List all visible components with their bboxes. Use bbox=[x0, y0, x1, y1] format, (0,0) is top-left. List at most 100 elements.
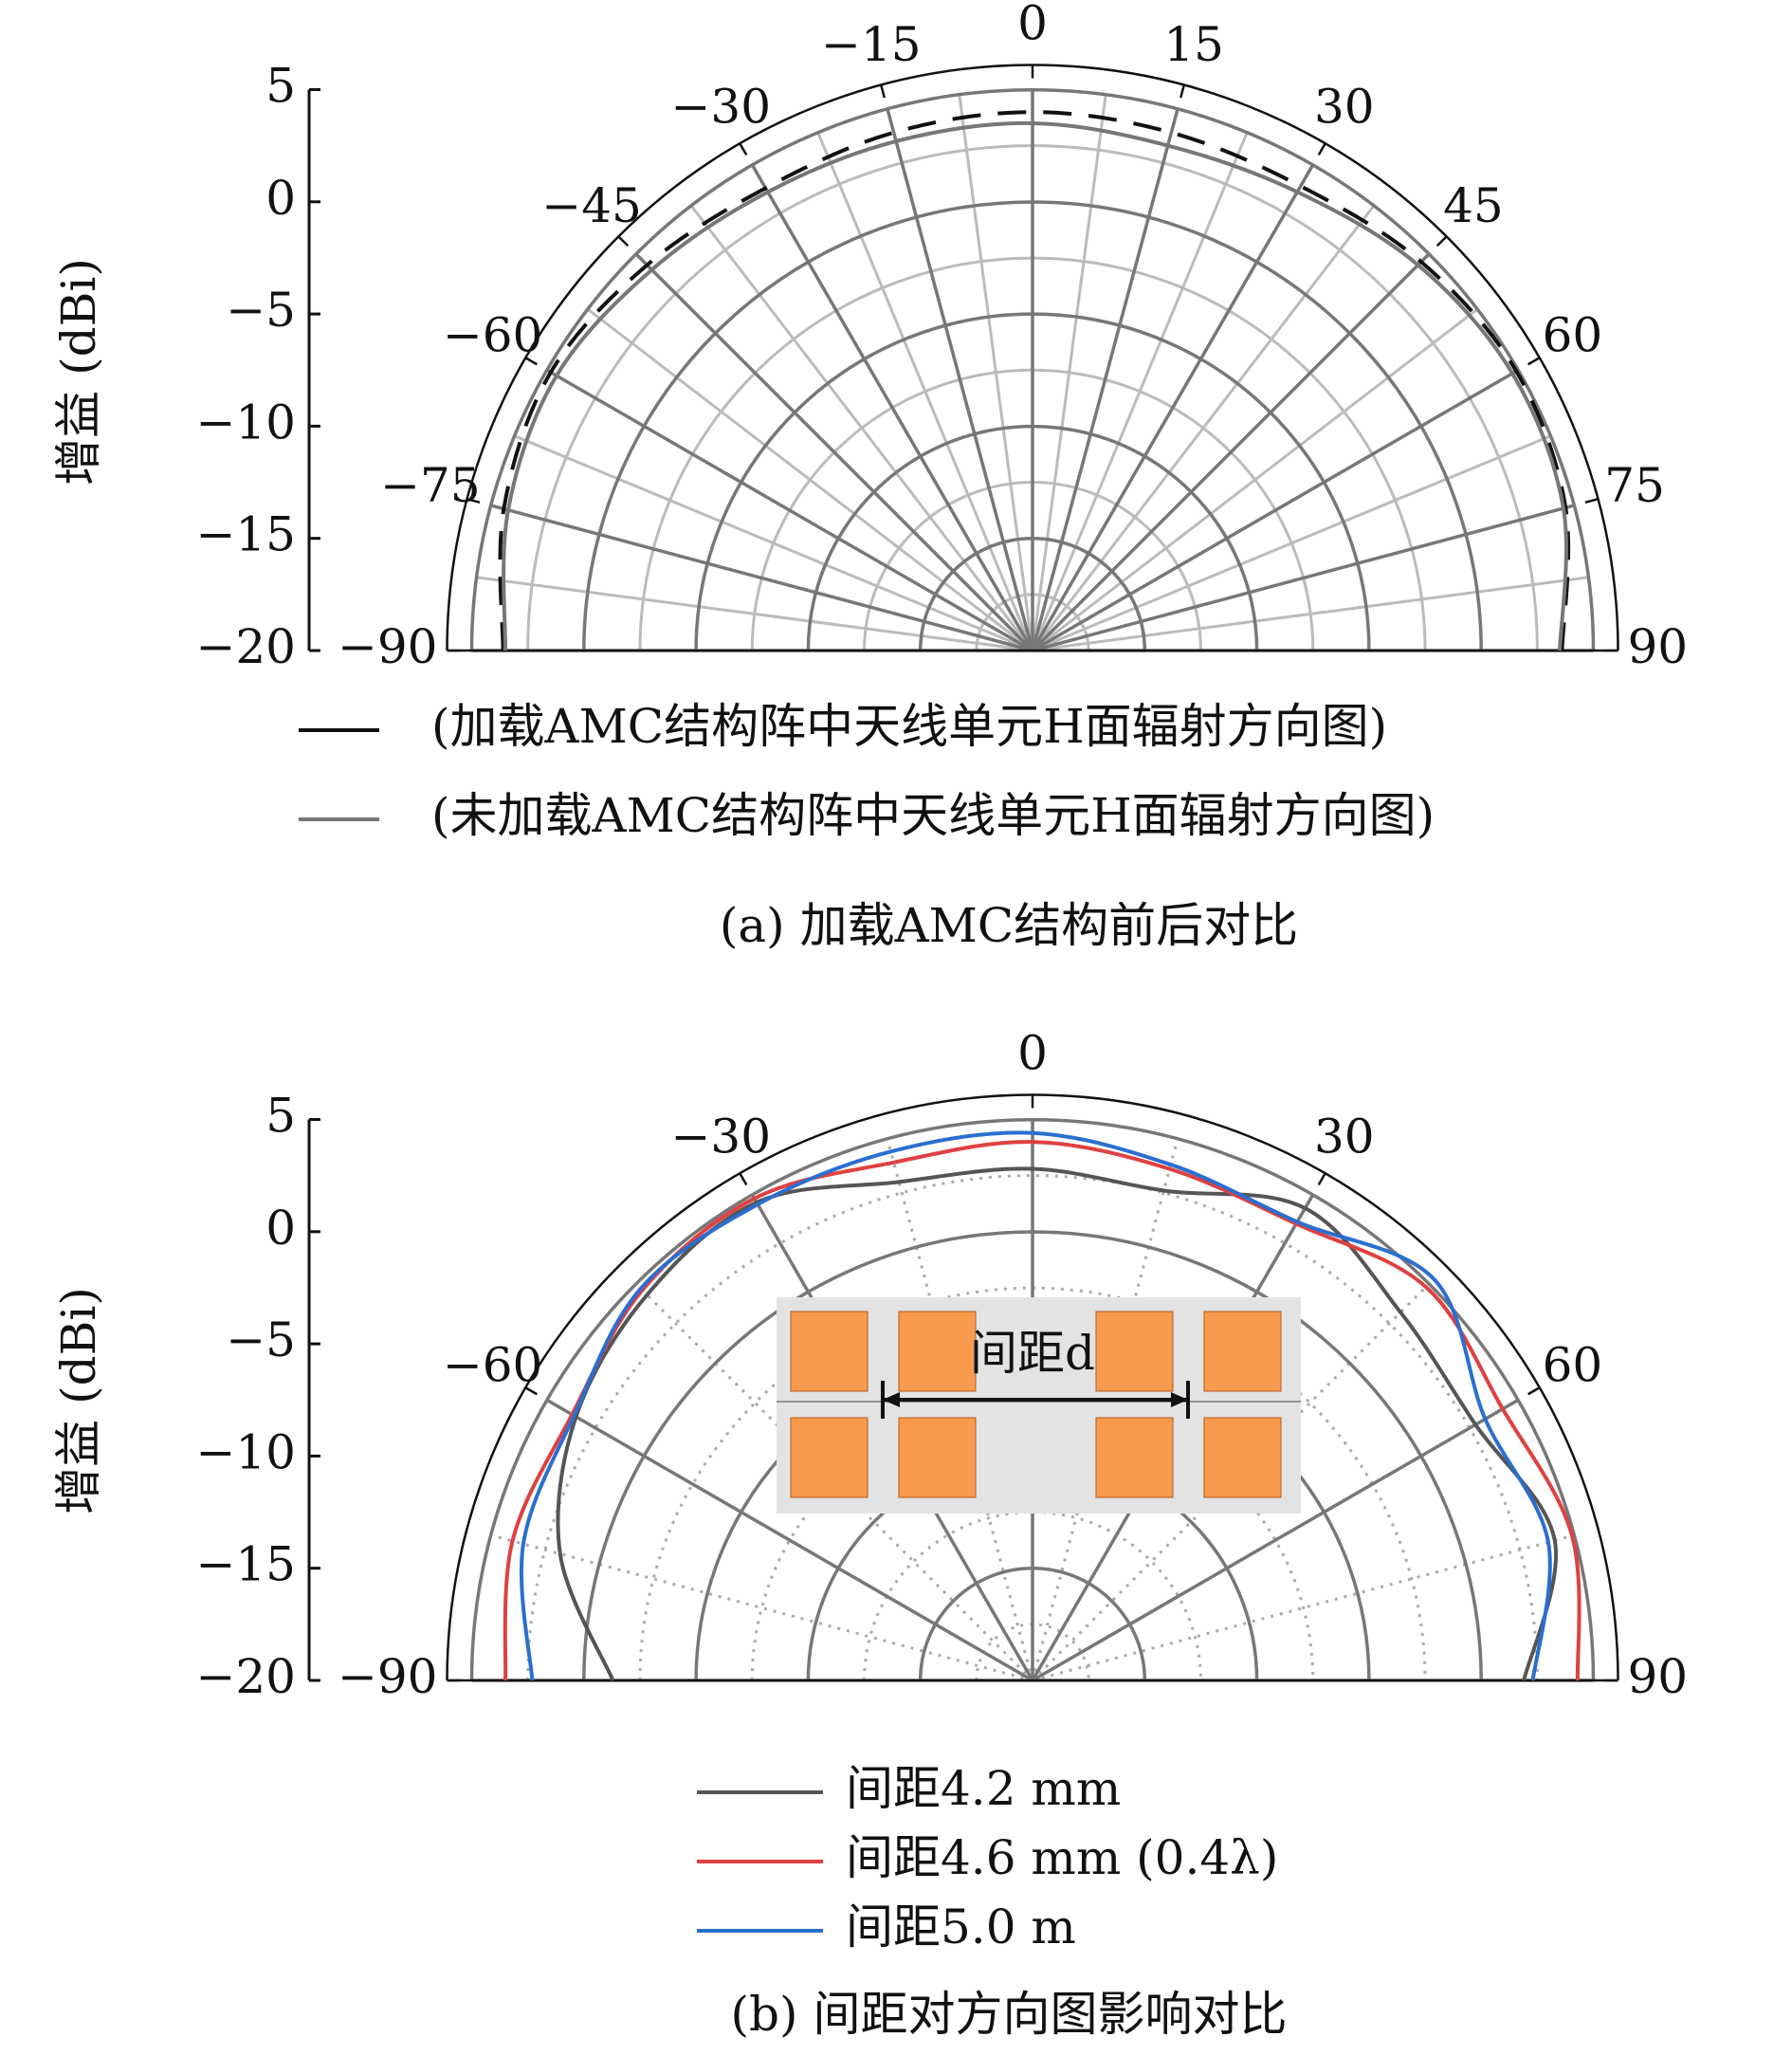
minor-grid-spoke bbox=[1032, 434, 1552, 652]
grid-spoke bbox=[1032, 1398, 1520, 1682]
y-tick-label: 5 bbox=[265, 1089, 296, 1144]
angle-tick-label: 75 bbox=[1604, 458, 1665, 513]
y-tick-label: −20 bbox=[195, 1649, 296, 1704]
y-tick-label: −5 bbox=[226, 1312, 296, 1367]
angle-tick-label: 60 bbox=[1543, 307, 1603, 362]
angle-tick bbox=[1584, 497, 1599, 505]
amc-cell bbox=[790, 1311, 869, 1392]
minor-grid-spoke bbox=[689, 204, 1034, 651]
angle-tick bbox=[1527, 357, 1541, 366]
grid-spoke bbox=[634, 252, 1034, 652]
polar-frame bbox=[446, 64, 1619, 652]
inset-diagram bbox=[777, 1297, 1301, 1514]
series-line bbox=[498, 110, 1571, 651]
inset-label: 间距d bbox=[970, 1326, 1095, 1381]
minor-grid-circle bbox=[863, 1511, 1202, 1681]
minor-grid-spoke bbox=[1031, 94, 1107, 651]
y-axis-label: 增益 (dBi) bbox=[51, 258, 106, 486]
amc-cell bbox=[898, 1311, 977, 1392]
amc-cell bbox=[898, 1417, 977, 1498]
legend-label: 间距5.0 m bbox=[846, 1899, 1076, 1954]
y-tick-label: 5 bbox=[265, 59, 296, 114]
angle-tick-label: −90 bbox=[338, 1649, 438, 1704]
angle-tick bbox=[739, 1172, 748, 1185]
y-tick-label: −15 bbox=[195, 507, 296, 562]
series-line bbox=[520, 1130, 1552, 1681]
y-tick-label: −10 bbox=[195, 1424, 296, 1479]
y-axis-label: 增益 (dBi) bbox=[51, 1287, 106, 1514]
angle-tick bbox=[1435, 235, 1448, 248]
series-line bbox=[556, 1166, 1558, 1681]
angle-tick-label: −75 bbox=[380, 458, 481, 513]
minor-grid-spoke bbox=[1031, 204, 1376, 651]
angle-tick bbox=[1317, 1172, 1326, 1185]
minor-grid-spoke bbox=[634, 1282, 1034, 1682]
legend-label: 间距4.2 mm bbox=[846, 1761, 1121, 1816]
angle-tick-label: −45 bbox=[541, 178, 642, 233]
angle-tick bbox=[1527, 1386, 1541, 1396]
y-tick-label: −10 bbox=[195, 394, 296, 450]
series-line bbox=[503, 1140, 1582, 1681]
angle-tick-label: 60 bbox=[1543, 1337, 1603, 1392]
minor-grid-spoke bbox=[476, 576, 1033, 652]
grid-spoke bbox=[886, 108, 1034, 651]
minor-grid-spoke bbox=[586, 307, 1033, 652]
y-tick-label: −15 bbox=[195, 1537, 296, 1592]
grid-spoke bbox=[1031, 252, 1431, 652]
angle-tick-label: 45 bbox=[1443, 178, 1504, 233]
angle-tick-label: −30 bbox=[670, 80, 771, 135]
legend-label: 间距4.6 mm (0.4λ) bbox=[846, 1830, 1278, 1885]
minor-grid-spoke bbox=[1031, 1138, 1179, 1681]
grid-spoke bbox=[1031, 163, 1315, 651]
angle-tick-label: 90 bbox=[1628, 1649, 1689, 1704]
angle-tick bbox=[524, 1386, 538, 1396]
angle-tick-label: 30 bbox=[1314, 80, 1375, 135]
minor-grid-spoke bbox=[1031, 131, 1249, 651]
angle-tick-label: 0 bbox=[1017, 1026, 1048, 1081]
angle-tick-label: −15 bbox=[821, 17, 922, 72]
y-tick-label: 0 bbox=[265, 171, 296, 226]
angle-tick-label: 90 bbox=[1628, 619, 1689, 674]
angle-tick-label: −90 bbox=[338, 619, 438, 674]
legend-label: (未加载AMC结构阵中天线单元H面辐射方向图) bbox=[431, 788, 1435, 843]
series-line bbox=[502, 120, 1568, 651]
legend-label: (加载AMC结构阵中天线单元H面辐射方向图) bbox=[431, 699, 1387, 754]
grid-spoke bbox=[750, 163, 1034, 651]
angle-tick bbox=[1179, 84, 1186, 99]
angle-tick-label: −30 bbox=[670, 1110, 771, 1165]
minor-grid-spoke bbox=[886, 1138, 1034, 1681]
caption: (a) 加载AMC结构前后对比 bbox=[720, 898, 1298, 953]
polar-frame bbox=[446, 1093, 1619, 1682]
angle-tick-label: −60 bbox=[443, 1337, 543, 1392]
minor-grid-spoke bbox=[1031, 1282, 1431, 1682]
y-tick-label: −20 bbox=[195, 619, 296, 674]
angle-tick-label: −60 bbox=[443, 307, 543, 362]
y-tick-label: −5 bbox=[226, 283, 296, 338]
grid-spoke bbox=[1032, 504, 1575, 652]
angle-tick-label: 0 bbox=[1017, 0, 1048, 51]
minor-grid-spoke bbox=[958, 94, 1034, 651]
amc-cell bbox=[1095, 1417, 1174, 1498]
amc-cell bbox=[790, 1417, 869, 1498]
angle-tick-label: 30 bbox=[1314, 1110, 1375, 1165]
polar-grid bbox=[469, 87, 1596, 652]
caption: (b) 间距对方向图影响对比 bbox=[731, 1987, 1288, 2042]
minor-grid-spoke bbox=[490, 1533, 1033, 1682]
minor-grid-spoke bbox=[513, 434, 1033, 652]
angle-tick bbox=[879, 84, 887, 99]
minor-grid-spoke bbox=[1032, 307, 1479, 652]
amc-cell bbox=[1203, 1311, 1282, 1392]
grid-spoke bbox=[490, 504, 1033, 652]
amc-cell bbox=[1095, 1311, 1174, 1392]
minor-grid-spoke bbox=[1032, 1533, 1575, 1682]
angle-tick bbox=[524, 357, 538, 366]
y-tick-label: 0 bbox=[265, 1201, 296, 1256]
grid-spoke bbox=[1031, 108, 1179, 651]
grid-spoke bbox=[545, 1398, 1033, 1682]
angle-tick bbox=[617, 235, 630, 248]
minor-grid-spoke bbox=[816, 131, 1034, 651]
minor-grid-spoke bbox=[1032, 576, 1589, 652]
angle-tick bbox=[1317, 142, 1326, 156]
